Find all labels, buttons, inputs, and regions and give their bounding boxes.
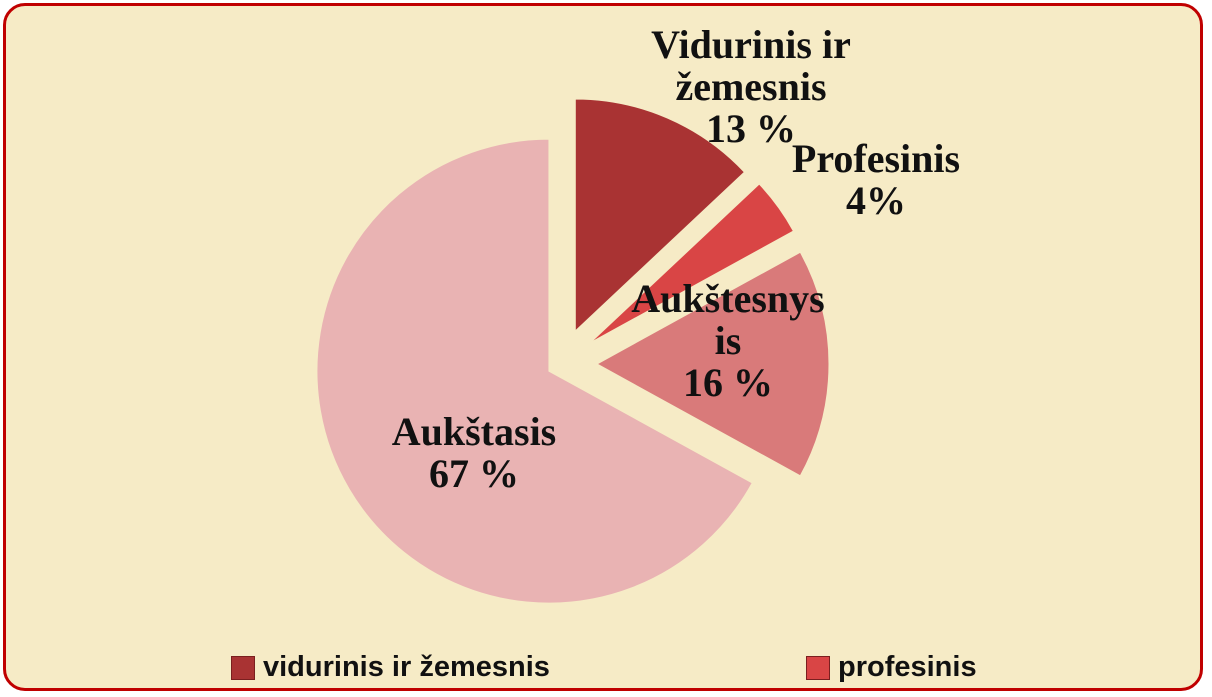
slice-value: 16 % <box>683 360 773 405</box>
data-label: Profesinis 4% <box>766 138 986 222</box>
legend-item: profesinis <box>806 651 977 684</box>
data-label: Aukštesnysis 16 % <box>628 278 828 404</box>
slice-name: Profesinis <box>791 136 961 181</box>
slice-value: 67 % <box>429 451 519 496</box>
pie-slice <box>574 98 746 333</box>
pie-slice <box>316 138 753 604</box>
pie-slice <box>595 251 830 477</box>
slice-name: Aukštesnysis <box>631 276 825 363</box>
legend-swatch <box>231 655 255 680</box>
pie-slice <box>589 183 795 344</box>
legend-label: vidurinis ir žemesnis <box>263 651 550 683</box>
data-label: Vidurinis ir žemesnis 13 % <box>626 24 876 150</box>
slice-value: 13 % <box>706 106 796 151</box>
legend-item: vidurinis ir žemesnis <box>231 651 550 684</box>
data-label: Aukštasis 67 % <box>354 411 594 495</box>
legend-label: profesinis <box>838 651 977 683</box>
chart: Vidurinis ir žemesnis 13 % Profesinis 4% Auk… <box>3 3 1203 691</box>
legend-swatch <box>806 655 830 680</box>
slice-value: 4% <box>846 178 906 223</box>
slice-name: Aukštasis <box>391 409 557 454</box>
slice-name: Vidurinis ir žemesnis <box>651 22 851 109</box>
pie <box>316 98 830 604</box>
